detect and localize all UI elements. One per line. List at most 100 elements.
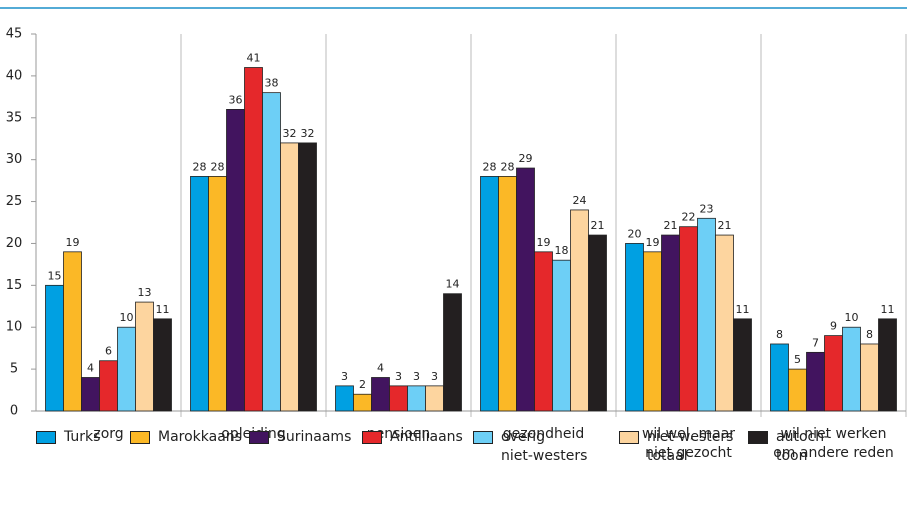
bar — [878, 318, 897, 412]
value-label: 19 — [66, 236, 80, 249]
legend-swatch — [130, 431, 150, 444]
x-tick-label: gezondheid — [502, 426, 585, 442]
x-tick-label: pensioen — [366, 426, 431, 442]
value-label: 23 — [700, 202, 714, 215]
x-tick-label: wil wel, maar niet gezocht — [641, 426, 736, 461]
bar — [661, 234, 680, 412]
value-label: 21 — [664, 219, 678, 232]
bar — [643, 251, 662, 412]
y-tick-label: 5 — [10, 362, 18, 377]
bar — [226, 109, 245, 412]
bar — [389, 385, 408, 412]
bar — [516, 167, 535, 412]
legend-label: Surinaams — [277, 429, 352, 445]
legend-swatch — [748, 431, 768, 444]
y-tick-label: 25 — [6, 194, 23, 209]
value-label: 7 — [812, 336, 819, 349]
bar — [63, 251, 82, 412]
bar — [425, 385, 444, 412]
value-label: 21 — [718, 219, 732, 232]
value-label: 29 — [519, 152, 533, 165]
value-label: 2 — [359, 378, 366, 391]
bar — [407, 385, 426, 412]
legend-item: Turks — [36, 428, 100, 447]
value-label: 13 — [138, 286, 152, 299]
bar — [153, 318, 172, 412]
value-label: 3 — [413, 370, 420, 383]
value-label: 8 — [866, 328, 873, 341]
value-label: 6 — [105, 345, 112, 358]
bar — [679, 226, 698, 412]
legend-swatch — [619, 431, 639, 444]
value-label: 19 — [646, 236, 660, 249]
bar — [208, 176, 227, 412]
bar — [806, 351, 825, 412]
value-label: 8 — [776, 328, 783, 341]
value-label: 18 — [555, 244, 569, 257]
legend-label: niet-westers totaal — [647, 429, 734, 464]
legend-swatch — [36, 431, 56, 444]
value-label: 36 — [229, 93, 243, 106]
value-label: 22 — [682, 211, 696, 224]
legend-item: Marokkaans — [130, 428, 242, 447]
value-label: 4 — [377, 361, 384, 374]
value-label: 28 — [483, 160, 497, 173]
value-label: 11 — [881, 303, 895, 316]
value-label: 11 — [736, 303, 750, 316]
legend-label: Marokkaans — [158, 429, 242, 445]
y-tick-label: 15 — [6, 278, 23, 293]
y-tick-label: 45 — [6, 27, 23, 42]
y-tick-label: 40 — [6, 68, 23, 83]
value-label: 5 — [794, 353, 801, 366]
bar — [715, 234, 734, 412]
x-tick-label: zorg — [93, 426, 124, 442]
bar — [625, 243, 644, 412]
bar — [552, 259, 571, 412]
value-label: 41 — [247, 52, 261, 65]
legend-label: overig niet-westers — [501, 429, 588, 464]
bar — [81, 377, 100, 412]
value-label: 32 — [301, 127, 315, 140]
y-tick-label: 0 — [10, 404, 18, 419]
value-label: 19 — [537, 236, 551, 249]
y-tick-label: 30 — [6, 152, 23, 167]
value-label: 20 — [628, 227, 642, 240]
legend-label: Turks — [64, 429, 101, 445]
bar — [443, 293, 462, 412]
value-label: 3 — [341, 370, 348, 383]
bar — [570, 209, 589, 412]
bar — [842, 326, 861, 412]
y-tick-label: 20 — [6, 236, 23, 251]
legend-item: autoch- toon — [748, 428, 829, 466]
legend-item: niet-westers totaal — [619, 428, 733, 466]
bar — [135, 301, 154, 412]
bar — [480, 176, 499, 412]
value-label: 15 — [48, 269, 62, 282]
bar — [280, 142, 299, 412]
bar — [298, 142, 317, 412]
bar — [824, 335, 843, 412]
legend-label: Antilliaans — [390, 429, 463, 445]
bar — [244, 67, 263, 412]
bar — [190, 176, 209, 412]
bar — [534, 251, 553, 412]
value-label: 9 — [830, 320, 837, 333]
bar — [353, 393, 372, 412]
legend-label: autoch- toon — [776, 429, 830, 464]
value-label: 3 — [395, 370, 402, 383]
value-label: 10 — [120, 311, 134, 324]
value-label: 32 — [283, 127, 297, 140]
bar — [697, 217, 716, 412]
bar — [371, 377, 390, 412]
legend-item: Surinaams — [249, 428, 351, 447]
value-label: 28 — [193, 160, 207, 173]
bar — [860, 343, 879, 412]
bar — [588, 234, 607, 412]
value-label: 10 — [845, 311, 859, 324]
bar — [45, 284, 64, 412]
bar — [770, 343, 789, 412]
y-tick-label: 10 — [6, 320, 23, 335]
bar — [117, 326, 136, 412]
y-tick-label: 35 — [6, 110, 23, 125]
